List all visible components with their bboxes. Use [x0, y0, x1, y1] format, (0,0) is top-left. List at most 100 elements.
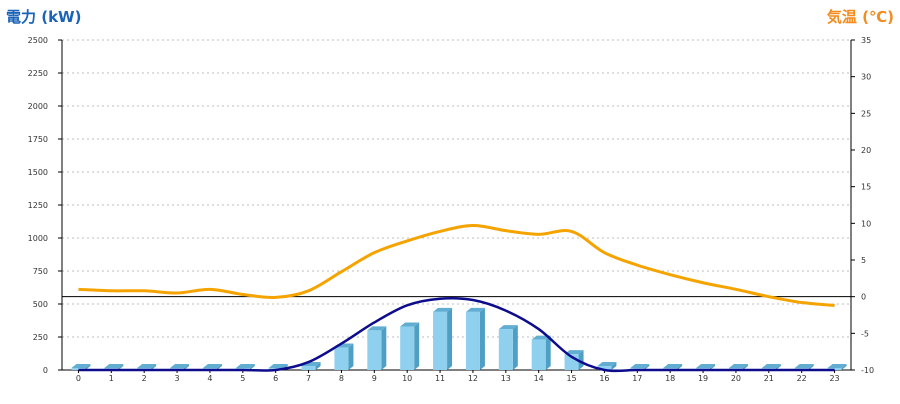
- x-axis-tick-label: 0: [76, 374, 81, 383]
- x-axis-tick-label: 18: [665, 374, 675, 383]
- x-axis-tick-label: 17: [632, 374, 642, 383]
- x-axis-tick-label: 10: [402, 374, 412, 383]
- bar: [301, 366, 316, 370]
- x-axis-tick-label: 5: [240, 374, 245, 383]
- bar: [433, 311, 448, 370]
- left-axis-tick-label: 0: [43, 366, 48, 375]
- bar-top: [531, 335, 551, 340]
- bar-side: [710, 364, 716, 370]
- bar-side: [151, 364, 157, 370]
- left-axis-tick-label: 1250: [28, 201, 48, 210]
- x-axis-tick-label: 9: [372, 374, 377, 383]
- x-axis-tick-label: 14: [534, 374, 544, 383]
- bar-side: [578, 350, 584, 370]
- x-axis-tick-label: 20: [731, 374, 741, 383]
- right-axis-tick-label: 15: [861, 183, 871, 192]
- bar: [498, 329, 513, 370]
- bar-side: [479, 307, 485, 370]
- bar-side: [808, 364, 814, 370]
- bar-top: [465, 307, 485, 312]
- bar: [400, 326, 415, 370]
- right-axis-tick-label: -5: [861, 329, 869, 338]
- right-axis-tick-label: 25: [861, 109, 871, 118]
- x-axis-tick-label: 6: [273, 374, 278, 383]
- bar-side: [611, 362, 617, 370]
- bar-top: [433, 307, 453, 312]
- bar-side: [85, 364, 91, 370]
- left-axis-tick-label: 2000: [28, 102, 48, 111]
- bar-top: [696, 364, 716, 369]
- bar-top: [630, 364, 650, 369]
- bar-top: [728, 364, 748, 369]
- x-axis-tick-label: 4: [207, 374, 212, 383]
- bar-side: [545, 335, 551, 370]
- bar-top: [761, 364, 781, 369]
- right-axis-tick-label: 10: [861, 219, 871, 228]
- bar-top: [104, 364, 124, 369]
- x-axis-tick-label: 7: [306, 374, 311, 383]
- bar-side: [315, 362, 321, 370]
- right-axis-tick-label: -10: [861, 366, 874, 375]
- bar-side: [447, 307, 453, 370]
- left-axis-tick-label: 2500: [28, 36, 48, 45]
- left-axis-tick-label: 1000: [28, 234, 48, 243]
- bar: [597, 366, 612, 370]
- left-axis-tick-label: 750: [33, 267, 48, 276]
- bar-top: [498, 325, 518, 330]
- x-axis-tick-label: 22: [797, 374, 807, 383]
- bar-side: [414, 322, 420, 370]
- left-axis-tick-label: 250: [33, 333, 48, 342]
- left-axis-tick-label: 1750: [28, 135, 48, 144]
- x-axis-tick-label: 15: [566, 374, 576, 383]
- bar-top: [827, 364, 847, 369]
- x-axis-tick-label: 21: [764, 374, 774, 383]
- right-axis-tick-label: 30: [861, 73, 871, 82]
- bar-side: [841, 364, 847, 370]
- right-axis-tick-label: 35: [861, 36, 871, 45]
- bar-top: [268, 364, 288, 369]
- power-curve-line: [78, 296, 835, 373]
- x-axis-tick-label: 1: [109, 374, 114, 383]
- x-axis-tick-label: 3: [175, 374, 180, 383]
- left-axis-tick-label: 500: [33, 300, 48, 309]
- bar-side: [184, 364, 190, 370]
- bar-top: [367, 326, 387, 331]
- x-axis-tick-label: 13: [501, 374, 511, 383]
- x-axis-tick-label: 16: [599, 374, 609, 383]
- bar: [531, 339, 546, 370]
- right-axis-tick-label: 20: [861, 146, 871, 155]
- bar-top: [202, 364, 222, 369]
- bar-side: [381, 326, 387, 370]
- x-axis-tick-label: 12: [468, 374, 478, 383]
- bar-side: [742, 364, 748, 370]
- left-axis-title: 電力 (kW): [6, 8, 82, 26]
- bar-top: [794, 364, 814, 369]
- x-axis-tick-label: 11: [435, 374, 445, 383]
- bar: [367, 330, 382, 370]
- temperature-line: [78, 224, 835, 307]
- bar-side: [216, 364, 222, 370]
- bar-top: [564, 350, 584, 355]
- bar-top: [235, 364, 255, 369]
- bar-side: [249, 364, 255, 370]
- bar-top: [400, 322, 420, 327]
- bar-side: [512, 325, 518, 370]
- bar-side: [775, 364, 781, 370]
- bar-top: [137, 364, 157, 369]
- right-axis-tick-label: 5: [861, 256, 866, 265]
- right-axis-title: 気温 (℃): [826, 8, 894, 26]
- bar-top: [597, 362, 617, 367]
- bar-side: [644, 364, 650, 370]
- bar-top: [663, 364, 683, 369]
- right-axis-tick-label: 0: [861, 293, 866, 302]
- x-axis-tick-label: 2: [142, 374, 147, 383]
- left-axis-tick-label: 1500: [28, 168, 48, 177]
- bar-top: [71, 364, 91, 369]
- bar-side: [348, 343, 354, 370]
- bar-side: [118, 364, 124, 370]
- bar-side: [677, 364, 683, 370]
- x-axis-tick-label: 23: [829, 374, 839, 383]
- left-axis-tick-label: 2250: [28, 69, 48, 78]
